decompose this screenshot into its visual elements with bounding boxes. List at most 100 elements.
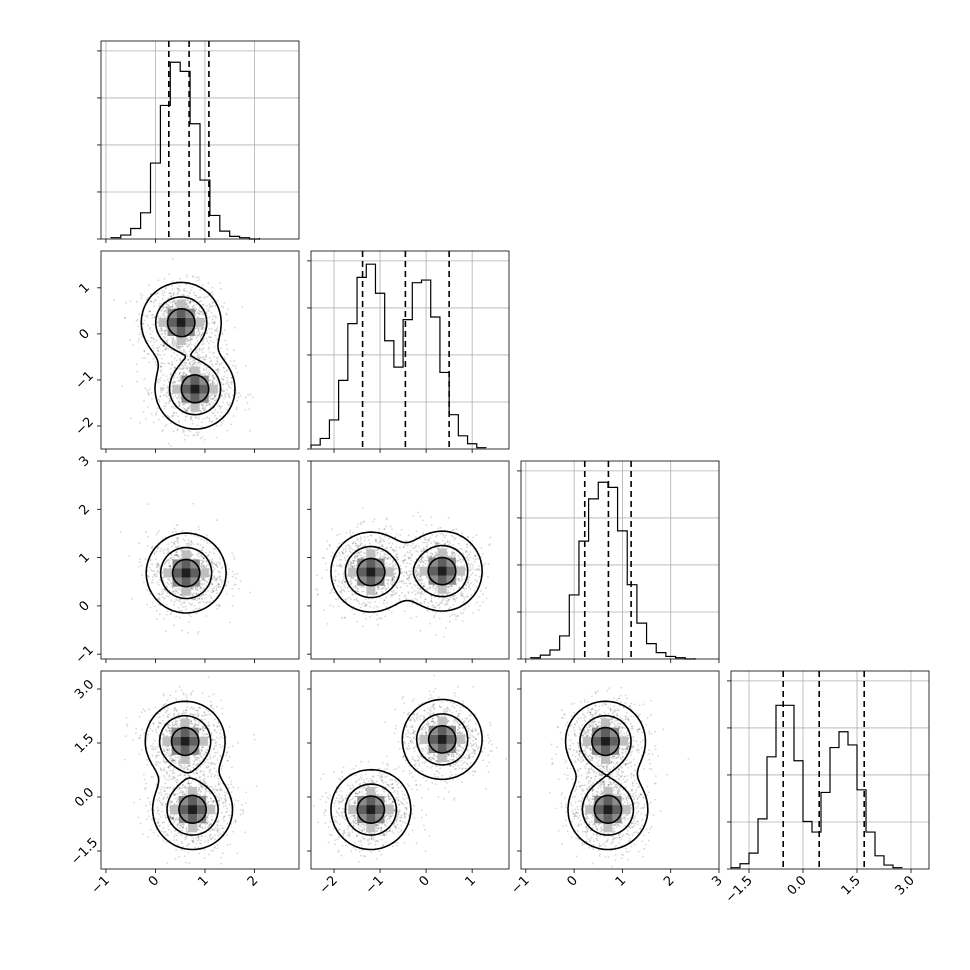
scatter-point bbox=[157, 378, 160, 381]
scatter-point bbox=[422, 550, 425, 552]
scatter-point bbox=[209, 601, 212, 604]
scatter-point bbox=[356, 587, 359, 590]
scatter-point bbox=[381, 587, 383, 590]
scatter-point bbox=[193, 598, 196, 600]
scatter-point bbox=[225, 584, 228, 587]
scatter-point bbox=[400, 581, 403, 583]
scatter-point bbox=[211, 578, 214, 580]
scatter-point bbox=[216, 417, 218, 420]
scatter-point bbox=[213, 395, 216, 398]
scatter-point bbox=[474, 554, 476, 557]
scatter-point bbox=[405, 597, 407, 600]
scatter-point bbox=[228, 385, 230, 387]
scatter-point bbox=[164, 548, 166, 551]
scatter-point bbox=[153, 305, 156, 307]
scatter-point bbox=[195, 295, 198, 297]
scatter-point bbox=[126, 723, 128, 726]
scatter-point bbox=[169, 377, 172, 379]
scatter-point bbox=[347, 544, 350, 546]
scatter-point bbox=[404, 558, 407, 561]
scatter-point bbox=[219, 557, 222, 560]
scatter-point bbox=[215, 604, 218, 606]
scatter-point bbox=[153, 316, 156, 319]
scatter-point bbox=[163, 563, 166, 566]
contour-line bbox=[140, 281, 236, 430]
scatter-point bbox=[476, 569, 479, 571]
scatter-point bbox=[386, 582, 389, 585]
scatter-point bbox=[165, 405, 167, 408]
scatter-point bbox=[225, 343, 228, 346]
scatter-point bbox=[203, 727, 206, 729]
scatter-point bbox=[182, 372, 185, 375]
scatter-point bbox=[190, 348, 193, 351]
scatter-point bbox=[470, 582, 472, 585]
scatter-point bbox=[158, 722, 161, 724]
scatter-point bbox=[390, 611, 393, 614]
scatter-point bbox=[402, 546, 405, 549]
scatter-point bbox=[216, 577, 219, 579]
scatter-point bbox=[179, 402, 182, 405]
density-cell bbox=[158, 317, 168, 327]
scatter-point bbox=[214, 414, 217, 417]
scatter-point bbox=[206, 295, 208, 298]
scatter-point bbox=[192, 362, 194, 365]
scatter-point bbox=[385, 588, 387, 591]
scatter-point bbox=[188, 614, 191, 616]
density-cell bbox=[428, 575, 438, 585]
scatter-point bbox=[171, 754, 173, 757]
scatter-point bbox=[417, 579, 420, 582]
scatter-point bbox=[210, 410, 213, 412]
scatter-point bbox=[212, 315, 215, 318]
scatter-point bbox=[222, 390, 225, 393]
scatter-point bbox=[423, 582, 426, 585]
scatter-point bbox=[172, 531, 175, 533]
scatter-point bbox=[456, 615, 459, 618]
scatter-point bbox=[188, 336, 191, 339]
scatter-point bbox=[205, 566, 208, 568]
scatter-point bbox=[192, 609, 195, 611]
scatter-point bbox=[410, 553, 413, 556]
scatter-point bbox=[439, 533, 442, 535]
scatter-point bbox=[454, 594, 456, 597]
scatter-point bbox=[215, 398, 218, 400]
scatter-point bbox=[202, 577, 205, 580]
scatter-point bbox=[230, 376, 233, 379]
scatter-point bbox=[187, 539, 190, 541]
scatter-point bbox=[338, 552, 340, 554]
scatter-point bbox=[177, 556, 180, 559]
scatter-point bbox=[393, 549, 395, 552]
scatter-point bbox=[202, 407, 205, 410]
scatter-point bbox=[191, 553, 194, 556]
scatter-point bbox=[165, 392, 168, 394]
scatter-point bbox=[162, 549, 165, 552]
scatter-point bbox=[171, 301, 174, 303]
scatter-point bbox=[154, 748, 157, 751]
scatter-point bbox=[147, 340, 150, 342]
scatter-point bbox=[174, 340, 177, 343]
scatter-point bbox=[430, 597, 433, 599]
scatter-point bbox=[156, 292, 159, 294]
scatter-point bbox=[200, 549, 203, 552]
scatter-point bbox=[214, 577, 217, 580]
scatter-point bbox=[201, 304, 204, 306]
scatter-point bbox=[189, 302, 191, 304]
scatter-point bbox=[221, 333, 224, 336]
density-cell bbox=[181, 586, 191, 596]
scatter-point bbox=[226, 759, 229, 762]
scatter-point bbox=[358, 545, 361, 547]
scatter-point bbox=[409, 563, 411, 565]
scatter-point bbox=[235, 392, 238, 395]
scatter-point bbox=[191, 335, 194, 338]
scatter-point bbox=[216, 369, 218, 371]
scatter-point bbox=[184, 410, 187, 412]
scatter-point bbox=[350, 576, 353, 579]
scatter-point bbox=[315, 574, 318, 577]
scatter-point bbox=[158, 400, 161, 403]
scatter-point bbox=[171, 301, 174, 304]
scatter-point bbox=[191, 587, 194, 590]
scatter-point bbox=[190, 720, 193, 723]
scatter-point bbox=[463, 564, 466, 567]
scatter-point bbox=[391, 565, 394, 567]
scatter-point bbox=[426, 609, 429, 612]
scatter-point bbox=[212, 377, 215, 380]
